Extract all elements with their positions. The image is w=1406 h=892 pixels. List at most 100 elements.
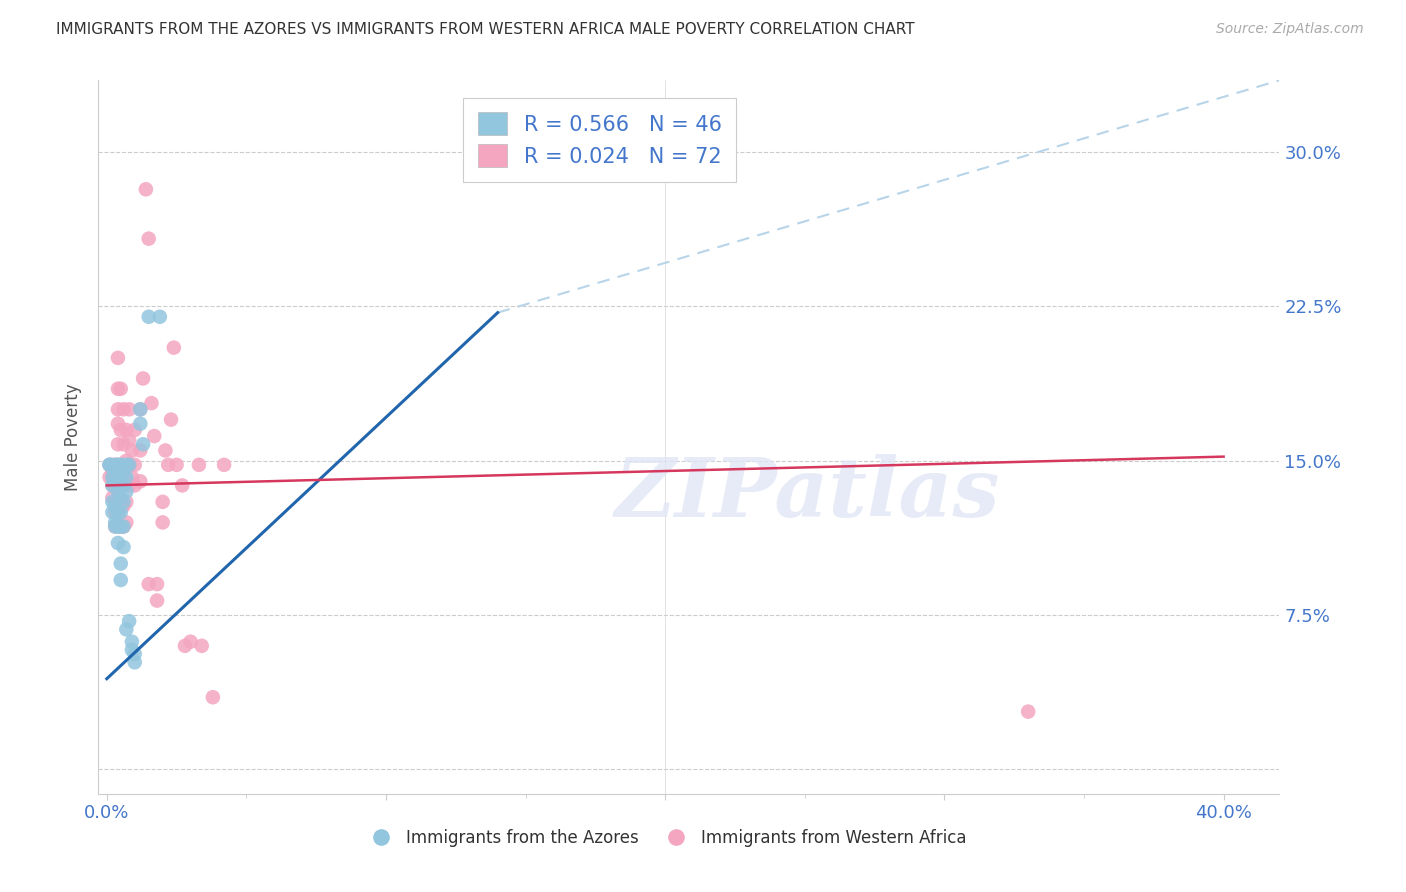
Point (115, 516, 138, 530)
Point (101, 478, 124, 492)
Point (112, 519, 135, 533)
Point (121, 634, 143, 648)
Point (115, 475, 138, 489)
Point (112, 495, 135, 509)
Point (104, 458, 127, 472)
Point (124, 423, 146, 437)
Point (98, 458, 121, 472)
Point (107, 458, 129, 472)
Point (110, 505, 132, 519)
Point (107, 351, 129, 365)
Point (104, 475, 127, 489)
Point (160, 412, 183, 426)
Point (129, 402, 152, 417)
Point (187, 458, 209, 472)
Point (129, 443, 152, 458)
Point (121, 443, 143, 458)
Point (107, 437, 129, 451)
Point (107, 464, 129, 478)
Point (124, 647, 146, 661)
Point (115, 484, 138, 499)
Point (146, 593, 169, 607)
Point (104, 499, 127, 513)
Point (110, 573, 132, 587)
Point (152, 516, 174, 530)
Point (101, 464, 124, 478)
Point (112, 437, 135, 451)
Point (121, 643, 143, 657)
Point (104, 505, 127, 519)
Legend: Immigrants from the Azores, Immigrants from Western Africa: Immigrants from the Azores, Immigrants f… (359, 822, 973, 854)
Point (180, 634, 202, 648)
Point (107, 519, 129, 533)
Point (110, 423, 132, 437)
Point (110, 499, 132, 513)
Point (98, 458, 121, 472)
Point (104, 478, 127, 492)
Point (107, 478, 129, 492)
Point (110, 458, 132, 472)
Point (112, 478, 135, 492)
Point (107, 505, 129, 519)
Point (110, 519, 132, 533)
Point (107, 402, 129, 417)
Text: IMMIGRANTS FROM THE AZORES VS IMMIGRANTS FROM WESTERN AFRICA MALE POVERTY CORREL: IMMIGRANTS FROM THE AZORES VS IMMIGRANTS… (56, 22, 915, 37)
Point (141, 396, 163, 410)
Point (110, 458, 132, 472)
Point (104, 495, 127, 509)
Point (132, 371, 155, 385)
Point (101, 458, 124, 472)
Point (166, 458, 188, 472)
Point (129, 417, 152, 431)
Point (101, 495, 124, 509)
Point (115, 458, 138, 472)
Point (104, 516, 127, 530)
Point (112, 519, 135, 533)
Point (101, 491, 124, 505)
Point (112, 499, 135, 513)
Point (129, 402, 152, 417)
Point (1017, 705, 1039, 719)
Point (110, 491, 132, 505)
Point (110, 557, 132, 571)
Point (118, 458, 141, 472)
Point (143, 429, 166, 443)
Text: Source: ZipAtlas.com: Source: ZipAtlas.com (1216, 22, 1364, 37)
Point (110, 519, 132, 533)
Point (101, 470, 124, 484)
Point (107, 417, 129, 431)
Point (101, 478, 124, 492)
Point (104, 458, 127, 472)
Point (118, 402, 141, 417)
Point (115, 423, 138, 437)
Point (112, 464, 135, 478)
Point (110, 478, 132, 492)
Point (155, 443, 177, 458)
Point (98, 470, 121, 484)
Point (190, 639, 212, 653)
Point (118, 614, 141, 628)
Point (138, 232, 160, 246)
Point (129, 475, 152, 489)
Point (124, 458, 146, 472)
Point (146, 577, 169, 591)
Point (118, 433, 141, 447)
Point (201, 690, 224, 705)
Point (124, 478, 146, 492)
Point (110, 382, 132, 396)
Point (107, 536, 129, 550)
Point (118, 458, 141, 472)
Point (135, 182, 157, 196)
Point (212, 458, 235, 472)
Point (112, 540, 135, 554)
Point (132, 437, 155, 451)
Point (101, 470, 124, 484)
Point (157, 458, 180, 472)
Point (115, 470, 138, 484)
Point (172, 478, 194, 492)
Point (138, 577, 160, 591)
Point (115, 495, 138, 509)
Point (115, 623, 138, 637)
Point (118, 478, 141, 492)
Point (104, 519, 127, 533)
